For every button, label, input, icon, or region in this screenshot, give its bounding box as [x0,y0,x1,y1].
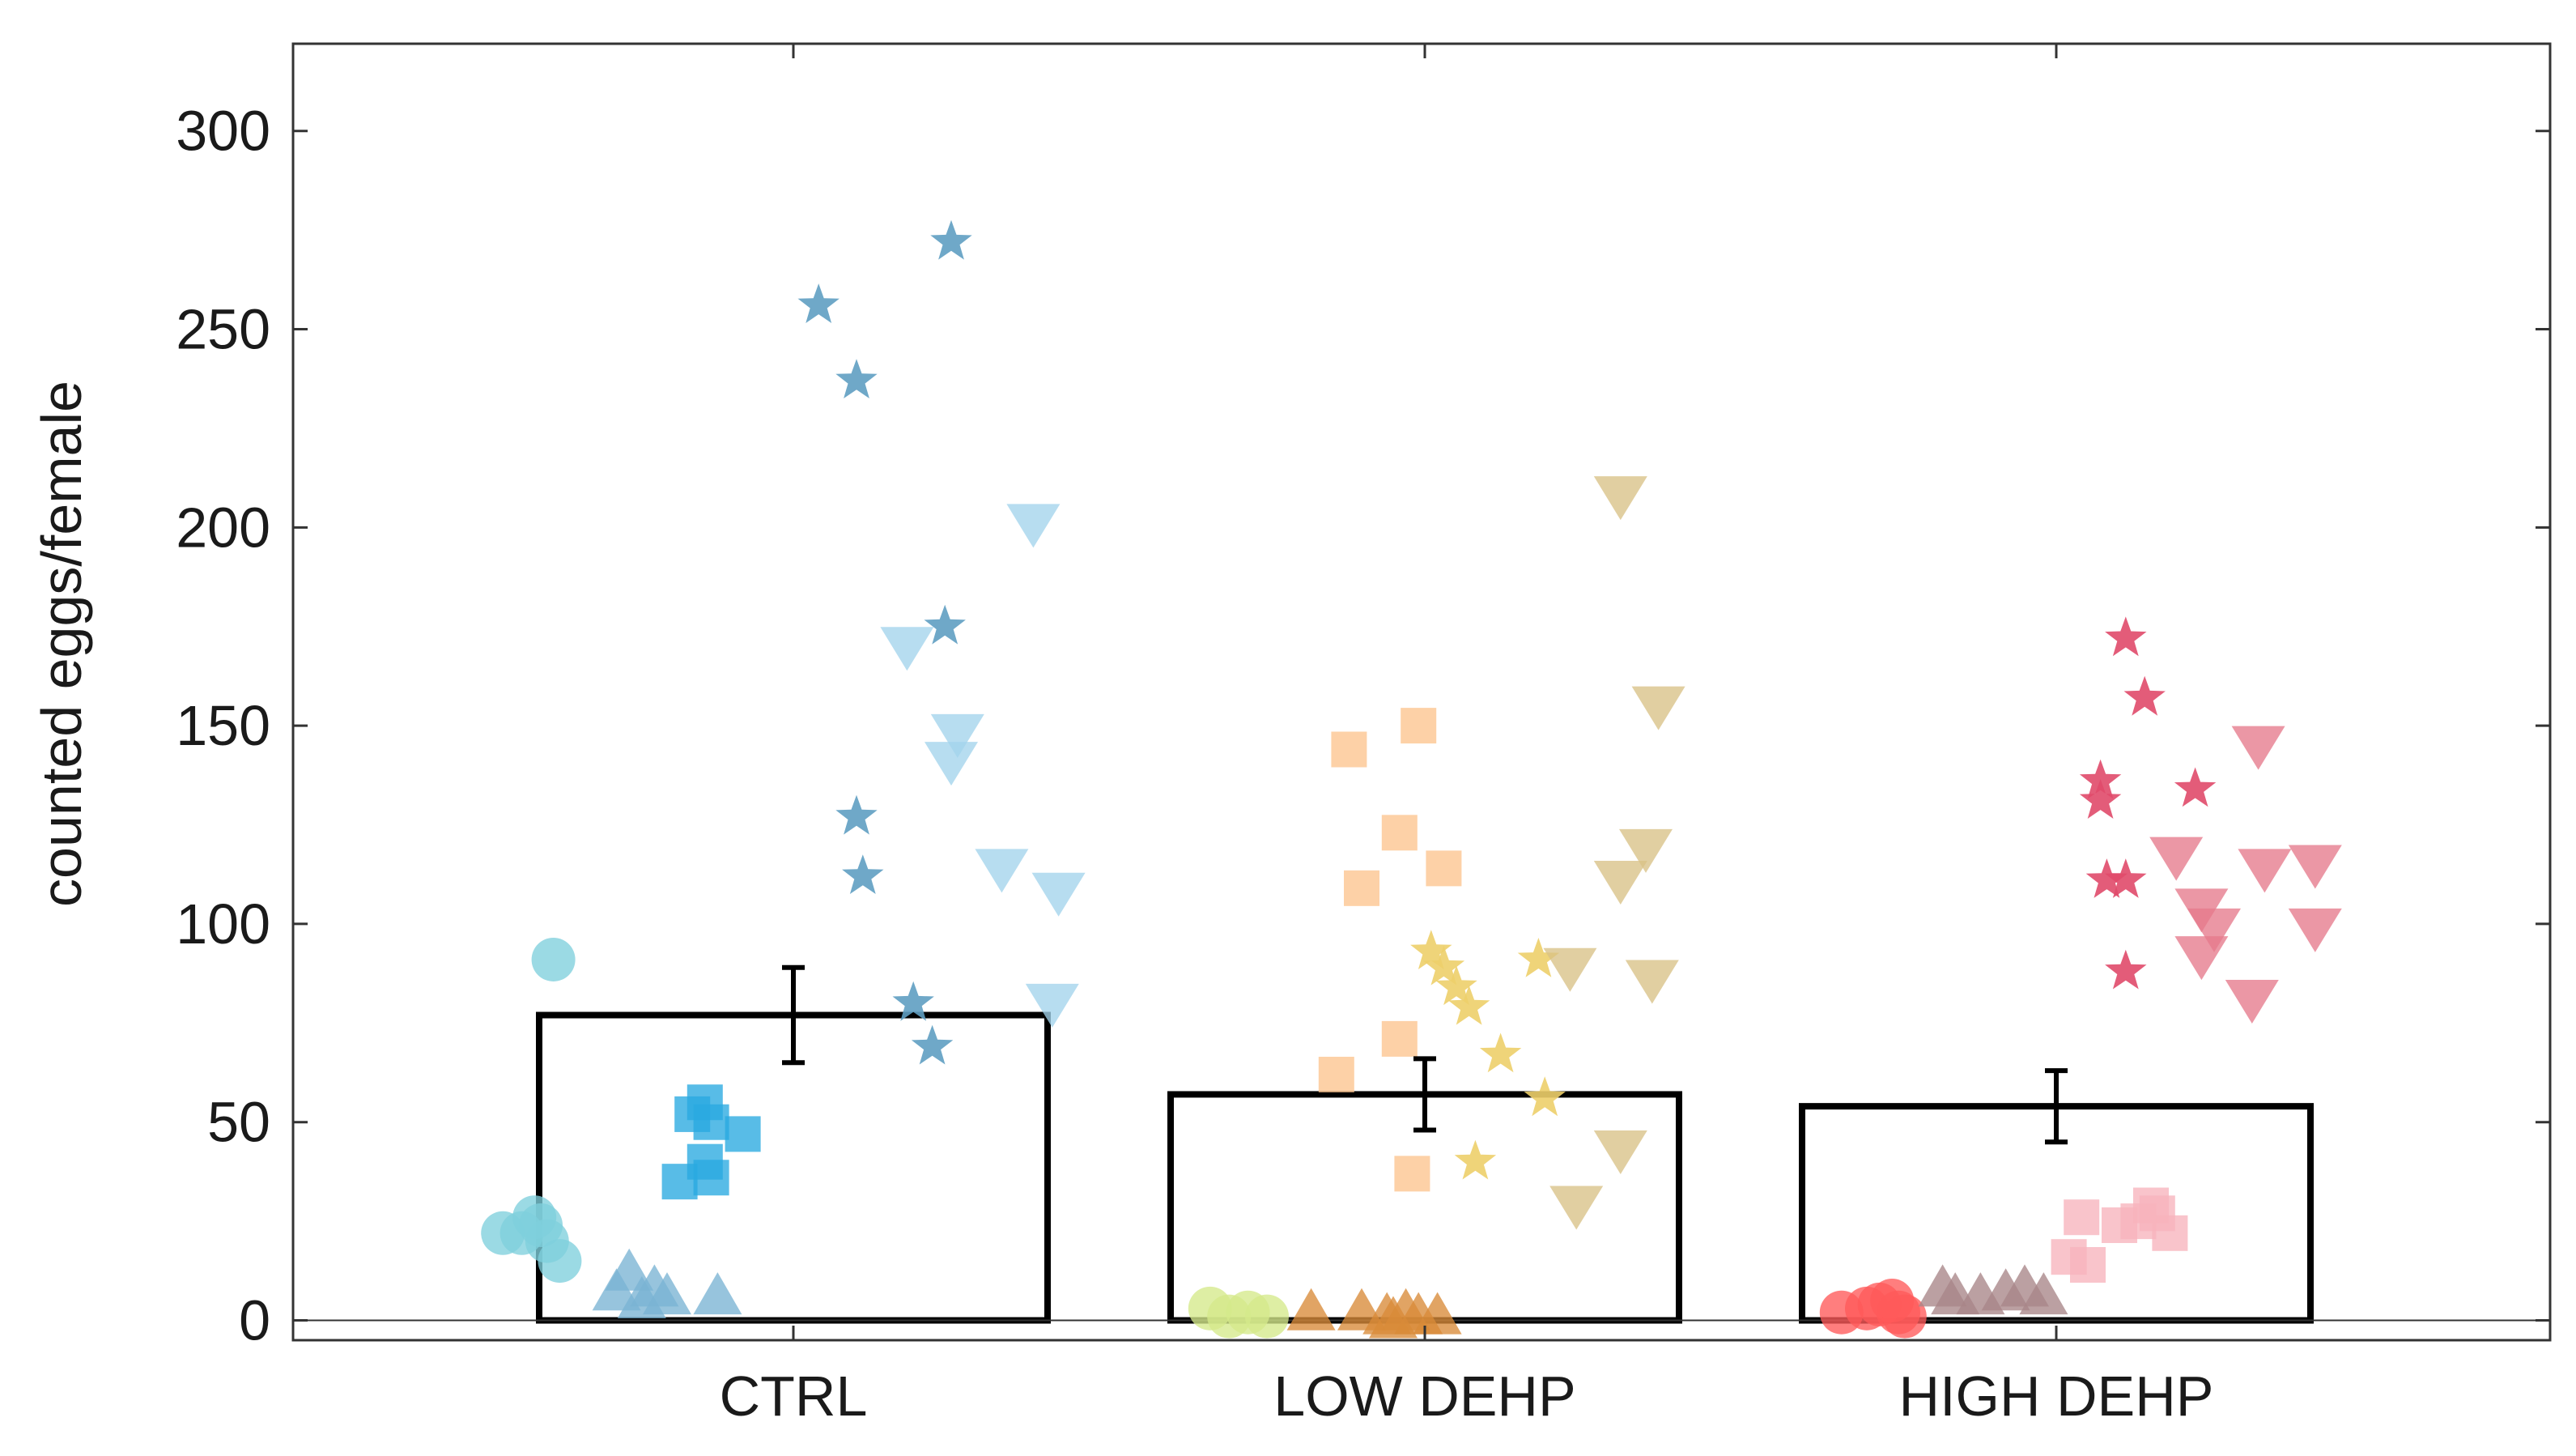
point-triangle-down [880,627,934,671]
x-tick-label: CTRL [720,1364,868,1428]
point-triangle-down [1593,861,1647,905]
point-triangle-down [1549,1186,1604,1230]
y-axis-title: counted eggs/female [30,381,93,907]
point-star [1422,945,1465,986]
point-triangle-down [2288,845,2342,889]
point-star [1524,1076,1566,1117]
point-triangle-down [1619,828,1673,873]
plot-area [291,42,2552,1342]
y-tick-label: 200 [176,496,270,559]
point-square [693,1104,729,1140]
point-triangle-up [693,1272,742,1315]
point-star [835,359,878,398]
error-bars [782,964,2068,1145]
point-triangle-down [1031,872,1086,917]
point-triangle-down [1631,686,1685,730]
point-triangle-down [2149,837,2204,881]
point-triangle-down [1025,983,1079,1028]
point-star [2174,767,2217,807]
point-star [2105,858,2147,898]
point-triangle-down [1593,476,1647,521]
point-circle [519,1203,563,1248]
x-tick-label: LOW DEHP [1273,1364,1575,1428]
point-triangle-down [930,713,984,758]
point-star [924,604,966,645]
point-star [1435,965,1477,1006]
point-square [725,1116,761,1152]
point-square [693,1160,729,1196]
point-star [2105,616,2147,657]
point-triangle-up [2019,1272,2068,1315]
point-triangle-down [2231,726,2285,770]
point-triangle-down [1006,504,1061,548]
y-tick-label: 300 [176,100,270,163]
y-tick-label: 100 [176,892,270,956]
point-triangle-down [2174,936,2229,981]
data-points [481,219,2342,1339]
point-star [892,981,934,1021]
point-star [1479,1032,1522,1073]
point-star [835,794,878,835]
point-star [1454,1139,1497,1180]
point-triangle-down [2238,849,2292,893]
point-triangle-up [643,1272,691,1315]
y-axis-ticks: 0 50 100 150 200 250 300 [176,100,2550,1352]
point-square [2064,1199,2100,1236]
point-star [1410,930,1452,969]
y-tick-label: 50 [207,1091,270,1154]
point-star [911,1024,954,1065]
point-square [2120,1203,2157,1240]
point-star [2105,949,2147,990]
point-square [1331,731,1367,768]
point-triangle-down [975,849,1029,893]
point-square [1401,708,1437,744]
point-triangle-down [2288,908,2342,952]
point-triangle-down [1543,947,1597,992]
point-circle [1245,1294,1289,1339]
point-star [2079,779,2122,819]
point-circle [1882,1294,1927,1339]
point-triangle-down [2225,979,2279,1024]
point-triangle-down [2187,908,2241,952]
point-square [1381,815,1418,851]
point-star [2123,675,2166,716]
y-tick-label: 150 [176,694,270,757]
point-star [797,283,840,323]
point-circle [538,1239,582,1284]
point-square [1344,870,1379,906]
point-square [1381,1020,1418,1057]
x-axis-ticks: CTRL LOW DEHP HIGH DEHP [720,44,2214,1428]
point-square [1318,1056,1354,1092]
point-triangle-up [1369,1296,1418,1339]
y-tick-label: 250 [176,298,270,361]
x-tick-label: HIGH DEHP [1899,1364,2214,1428]
point-square [1426,850,1462,887]
point-square [1394,1156,1430,1192]
point-triangle-up [1413,1292,1462,1335]
point-triangle-down [925,742,978,786]
point-star [1447,985,1490,1025]
point-square [2070,1246,2106,1283]
point-triangle-down [1625,960,1679,1004]
point-star [930,219,972,260]
point-star [842,854,884,894]
point-triangle-down [1593,1130,1647,1174]
y-tick-label: 0 [239,1289,270,1352]
point-triangle-up [1286,1288,1336,1330]
point-circle [531,937,576,981]
point-star [2085,858,2128,898]
point-star [1517,938,1560,977]
